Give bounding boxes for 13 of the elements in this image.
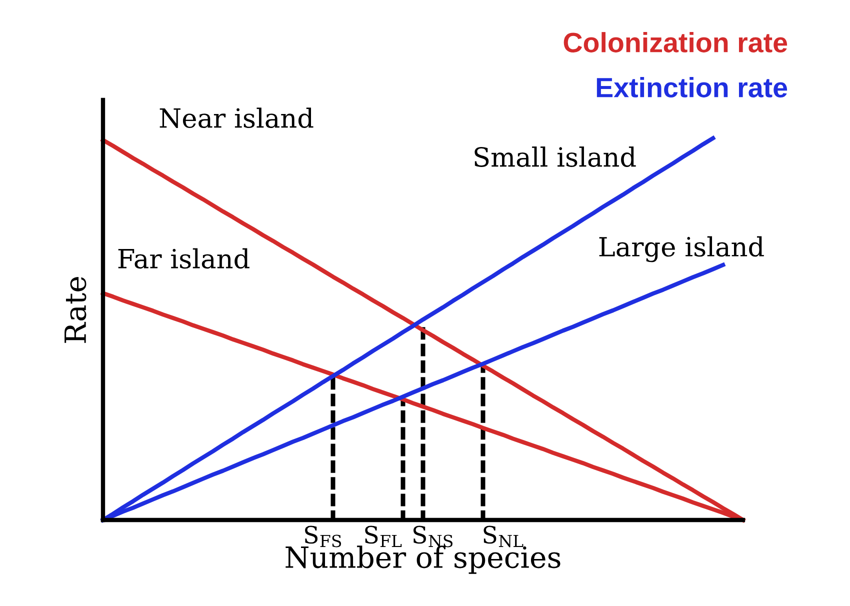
bar [330, 376, 336, 520]
x-tick-label: S$_{FL}$ [365, 526, 402, 547]
text: Extinction rate [596, 77, 788, 98]
y-axis-title: Rate [64, 276, 86, 343]
text: Colonization rate [564, 32, 788, 52]
series-label: Near island [160, 108, 314, 128]
x-tick-label: S$_{NS}$ [414, 526, 452, 548]
series-label: Small island [474, 146, 636, 167]
bar [480, 364, 486, 520]
series-label: Large island [599, 236, 764, 262]
x-tick-label: S$_{FS}$ [305, 526, 342, 548]
x-tick-label: S$_{NL}$ [484, 526, 524, 548]
series-label: Far island [118, 248, 250, 269]
